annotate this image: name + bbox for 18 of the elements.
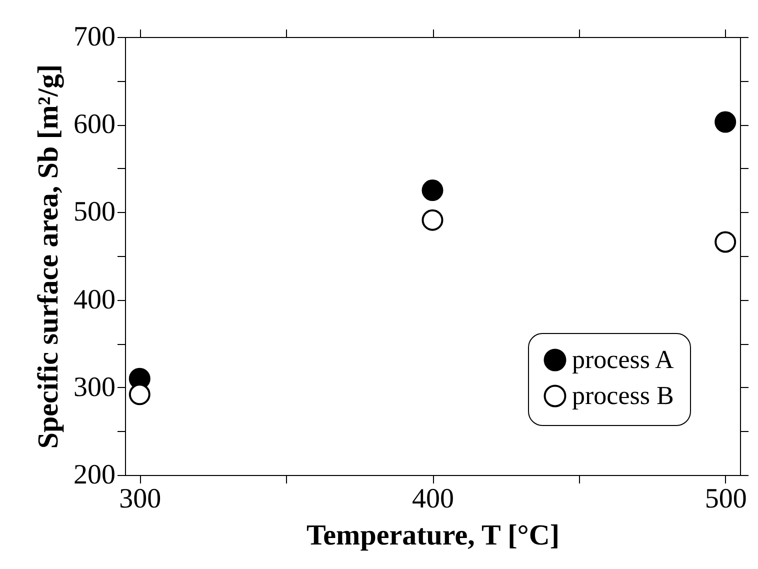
x-tick-label: 300: [119, 484, 162, 514]
y-tick-label: 600: [74, 109, 116, 140]
point: [422, 209, 444, 231]
y-tick-label: 400: [74, 284, 116, 316]
x-tick-label: 500: [704, 484, 747, 514]
legend-label: process A: [572, 345, 674, 374]
point: [128, 384, 150, 406]
y-tick-label: 300: [74, 372, 116, 403]
y-axis-title: Specific surface area, Sb [m²/g]: [32, 64, 64, 449]
point: [714, 231, 736, 253]
legend-label: process B: [572, 381, 674, 410]
y-tick-label: 500: [74, 196, 116, 228]
x-tick-label: 400: [412, 484, 454, 514]
point: [714, 111, 736, 133]
y-tick-label: 200: [74, 460, 116, 490]
x-axis-title: Temperature, T [°C]: [306, 520, 560, 552]
point: [422, 180, 444, 202]
y-tick-label: 700: [74, 22, 116, 52]
